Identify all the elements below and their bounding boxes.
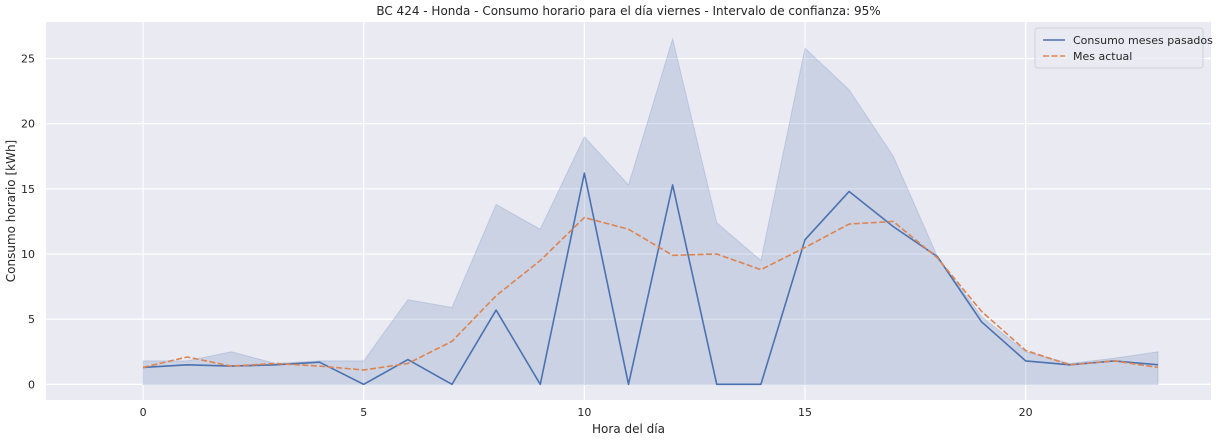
x-tick-label: 10	[577, 406, 591, 419]
y-tick-label: 5	[28, 313, 35, 326]
legend: Consumo meses pasados Mes actual	[1035, 28, 1213, 68]
x-axis-ticks: 0 5 10 15 20	[140, 406, 1033, 419]
x-tick-label: 20	[1019, 406, 1033, 419]
chart-title: BC 424 - Honda - Consumo horario para el…	[376, 4, 880, 18]
y-tick-label: 10	[21, 248, 35, 261]
x-tick-label: 0	[140, 406, 147, 419]
y-tick-label: 15	[21, 183, 35, 196]
x-tick-label: 5	[360, 406, 367, 419]
x-tick-label: 15	[798, 406, 812, 419]
y-tick-label: 0	[28, 378, 35, 391]
y-tick-label: 20	[21, 118, 35, 131]
x-axis-label: Hora del día	[592, 422, 665, 436]
legend-label-1: Mes actual	[1073, 50, 1132, 63]
y-tick-label: 25	[21, 52, 35, 65]
y-axis-ticks: 0 5 10 15 20 25	[21, 52, 35, 391]
legend-label-0: Consumo meses pasados	[1073, 34, 1213, 47]
y-axis-label: Consumo horario [kWh]	[4, 140, 18, 282]
